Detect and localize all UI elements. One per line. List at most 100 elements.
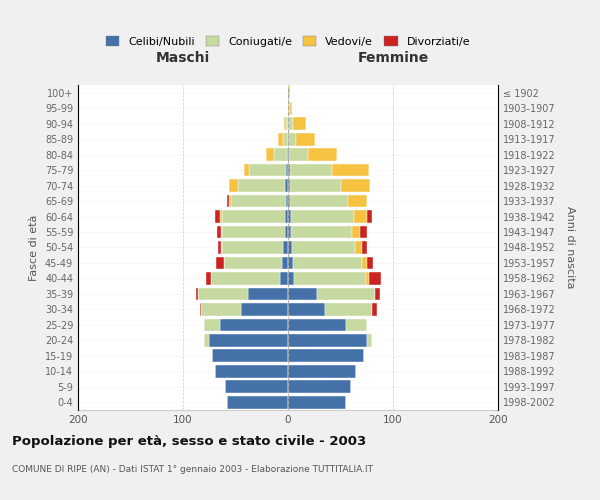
Bar — [288, 365, 356, 378]
Bar — [198, 288, 248, 300]
Text: COMUNE DI RIPE (AN) - Dati ISTAT 1° gennaio 2003 - Elaborazione TUTTITALIA.IT: COMUNE DI RIPE (AN) - Dati ISTAT 1° genn… — [12, 465, 373, 474]
Bar — [355, 241, 362, 254]
Bar — [227, 396, 288, 408]
Bar — [375, 288, 380, 300]
Bar — [266, 148, 274, 161]
Bar — [288, 148, 289, 161]
Bar — [288, 210, 291, 223]
Bar — [289, 148, 308, 161]
Bar — [200, 303, 201, 316]
Bar — [292, 241, 355, 254]
Bar — [220, 318, 288, 331]
Bar — [341, 179, 370, 192]
Bar — [285, 226, 288, 238]
Bar — [354, 210, 367, 223]
Bar — [224, 256, 282, 270]
Bar — [201, 303, 241, 316]
Bar — [217, 226, 221, 238]
Bar — [288, 396, 346, 408]
Bar — [288, 241, 292, 254]
Bar — [215, 210, 220, 223]
Bar — [288, 303, 325, 316]
Bar — [284, 118, 286, 130]
Bar — [288, 272, 295, 285]
Bar — [352, 226, 361, 238]
Bar — [221, 226, 222, 238]
Bar — [225, 380, 288, 393]
Bar — [206, 272, 211, 285]
Bar — [249, 164, 286, 176]
Bar — [291, 210, 354, 223]
Bar — [293, 256, 361, 270]
Bar — [196, 288, 198, 300]
Bar — [222, 241, 283, 254]
Bar — [204, 318, 220, 331]
Bar — [280, 272, 288, 285]
Bar — [296, 133, 316, 145]
Bar — [288, 102, 290, 115]
Bar — [212, 350, 288, 362]
Bar — [215, 365, 288, 378]
Bar — [288, 133, 296, 145]
Y-axis label: Fasce di età: Fasce di età — [29, 214, 39, 280]
Bar — [283, 241, 288, 254]
Bar — [209, 334, 288, 346]
Bar — [288, 380, 351, 393]
Bar — [222, 226, 285, 238]
Bar — [317, 288, 375, 300]
Bar — [288, 350, 364, 362]
Bar — [244, 164, 249, 176]
Text: Maschi: Maschi — [156, 51, 210, 65]
Bar — [367, 334, 372, 346]
Bar — [274, 148, 287, 161]
Bar — [222, 210, 285, 223]
Bar — [231, 194, 286, 207]
Bar — [283, 133, 288, 145]
Bar — [285, 210, 288, 223]
Bar — [285, 179, 288, 192]
Bar — [238, 179, 285, 192]
Bar — [204, 334, 209, 346]
Bar — [288, 179, 290, 192]
Bar — [361, 256, 367, 270]
Bar — [295, 272, 366, 285]
Bar — [215, 256, 224, 270]
Bar — [288, 334, 367, 346]
Bar — [286, 118, 288, 130]
Text: Popolazione per età, sesso e stato civile - 2003: Popolazione per età, sesso e stato civil… — [12, 435, 366, 448]
Bar — [369, 272, 382, 285]
Legend: Celibi/Nubili, Coniugati/e, Vedovi/e, Divorziati/e: Celibi/Nubili, Coniugati/e, Vedovi/e, Di… — [101, 32, 475, 52]
Bar — [229, 194, 232, 207]
Bar — [290, 164, 332, 176]
Bar — [288, 164, 290, 176]
Bar — [361, 226, 367, 238]
Bar — [308, 148, 337, 161]
Bar — [348, 194, 367, 207]
Bar — [220, 210, 222, 223]
Bar — [288, 86, 290, 99]
Bar — [277, 133, 283, 145]
Bar — [290, 179, 341, 192]
Bar — [325, 303, 372, 316]
Bar — [229, 179, 238, 192]
Bar — [288, 118, 293, 130]
Bar — [290, 102, 292, 115]
Bar — [367, 256, 373, 270]
Bar — [288, 194, 290, 207]
Bar — [288, 288, 317, 300]
Bar — [241, 303, 288, 316]
Bar — [282, 256, 288, 270]
Bar — [361, 241, 367, 254]
Y-axis label: Anni di nascita: Anni di nascita — [565, 206, 575, 288]
Bar — [286, 164, 288, 176]
Text: Femmine: Femmine — [358, 51, 428, 65]
Bar — [288, 318, 346, 331]
Bar — [291, 226, 352, 238]
Bar — [286, 194, 288, 207]
Bar — [288, 256, 293, 270]
Bar — [218, 241, 221, 254]
Bar — [372, 303, 377, 316]
Bar — [366, 272, 369, 285]
Bar — [287, 148, 288, 161]
Bar — [248, 288, 288, 300]
